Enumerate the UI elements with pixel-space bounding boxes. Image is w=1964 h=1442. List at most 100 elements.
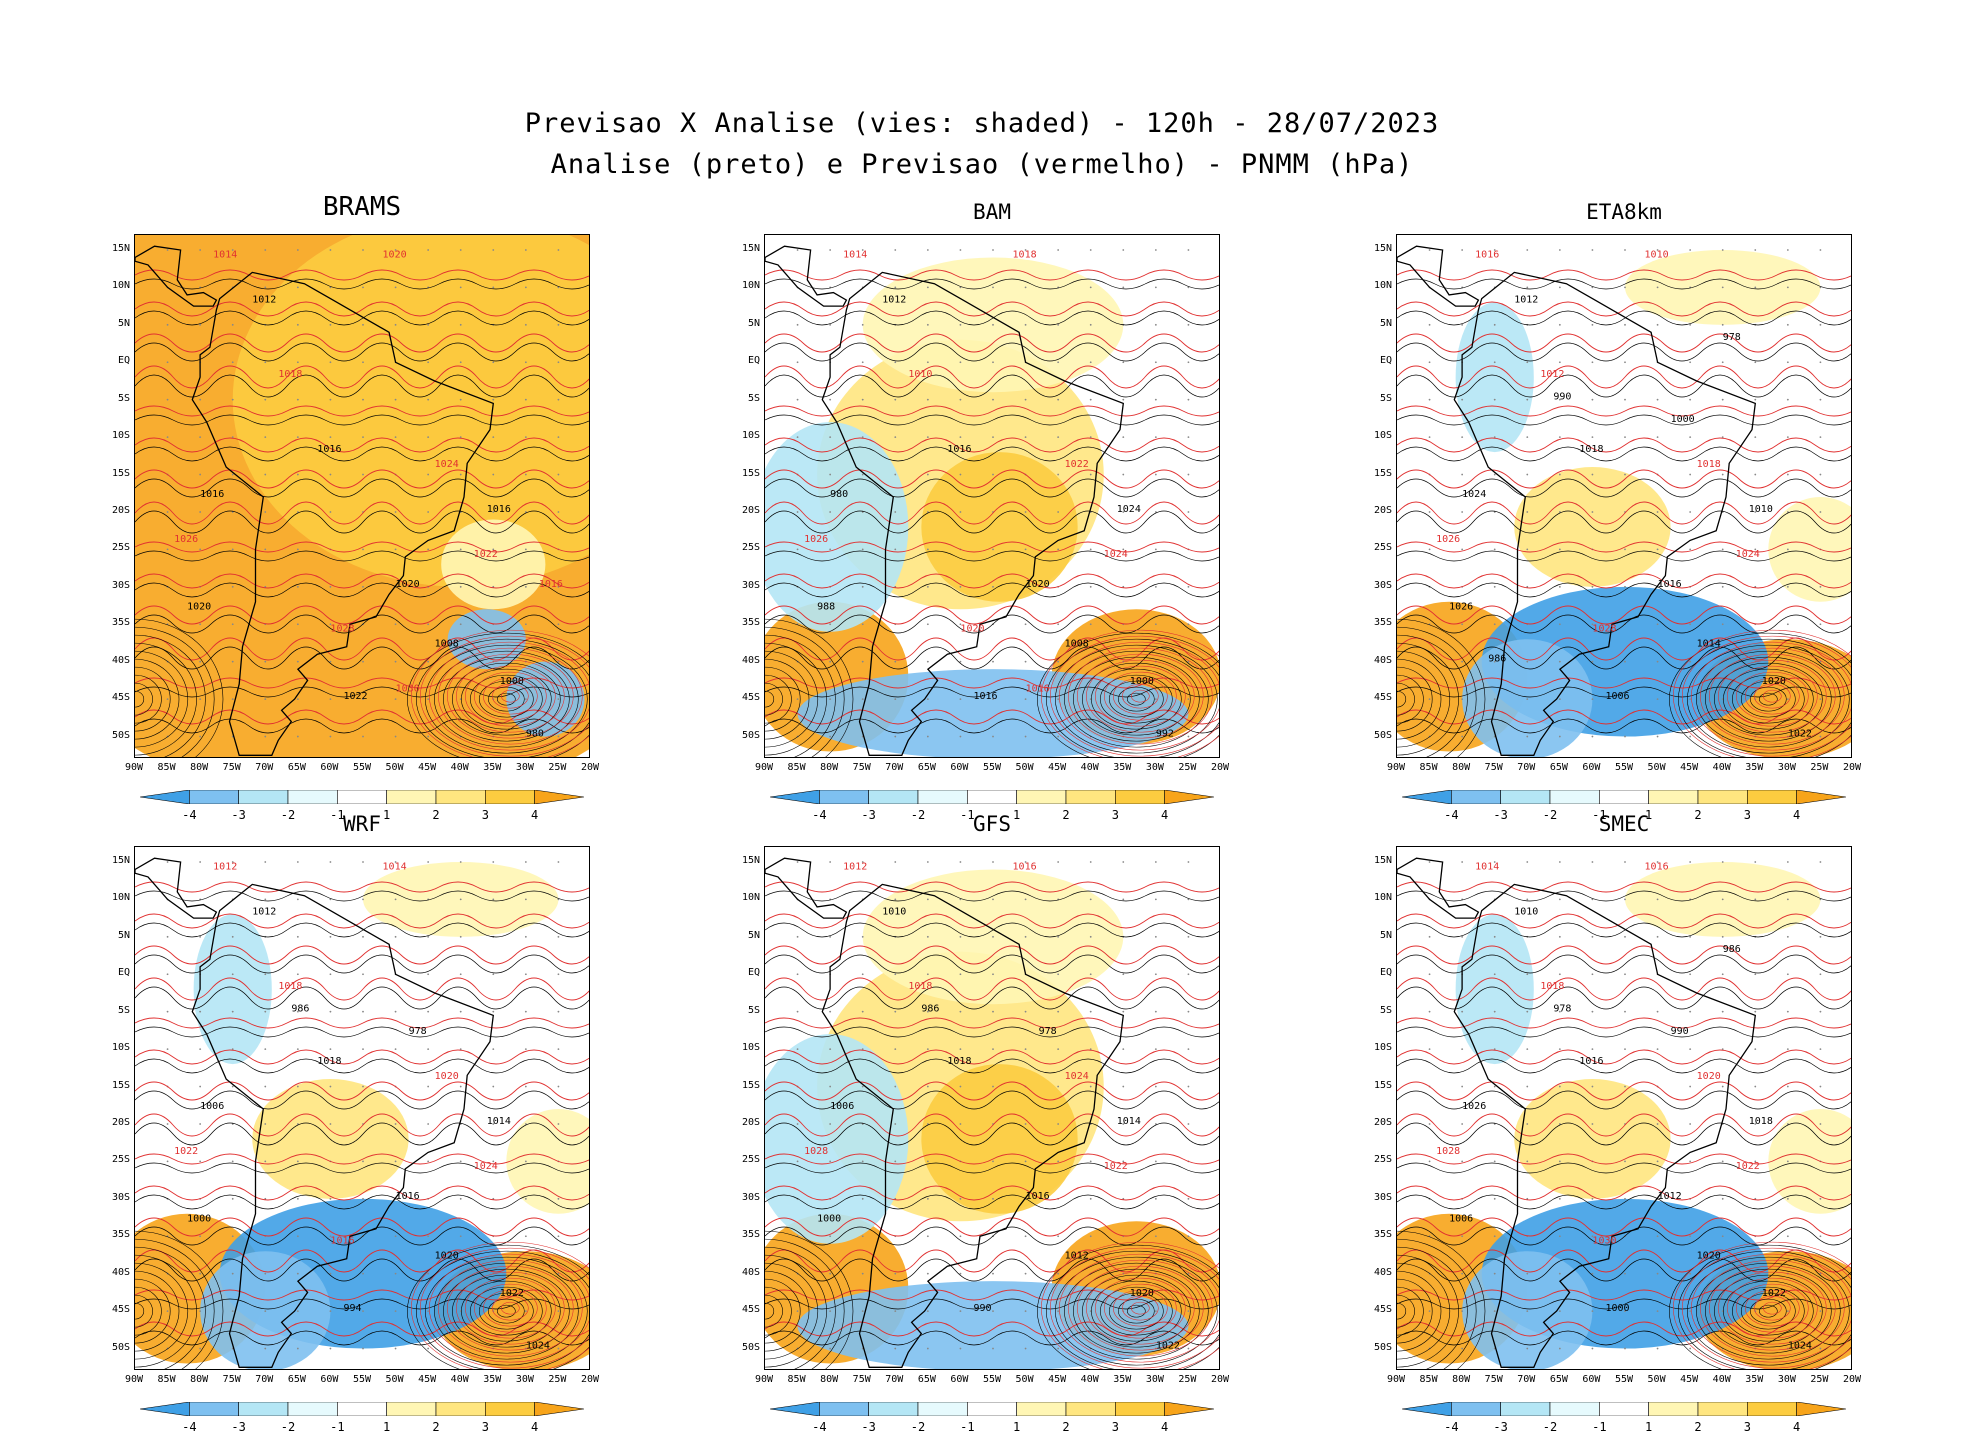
colorbar-label: 4 (531, 1420, 539, 1434)
colorbar-label: -3 (1493, 1420, 1508, 1434)
map-svg: 1012 1018 1016 1014 1020 1022 1024 1006 1000 994 9… (135, 857, 589, 1369)
colorbar-segment (819, 1402, 869, 1416)
contour-label-analysis: 980 (830, 489, 848, 500)
colorbar-segment (1016, 1402, 1067, 1416)
lat-label: EQ (117, 355, 130, 367)
lat-label: 25S (1373, 542, 1392, 554)
lon-label: 90W (124, 762, 144, 773)
contour-label-analysis: 1022 (1762, 1288, 1786, 1299)
lat-label: 15N (111, 242, 130, 254)
lon-label: 40W (1080, 1374, 1099, 1385)
colorbar-segment (238, 790, 289, 804)
lon-label: 60W (320, 762, 339, 773)
lat-label: 15N (111, 854, 130, 866)
lat-label: 15S (111, 467, 130, 479)
colorbar-segment (1697, 1402, 1748, 1416)
contour-label-analysis: 1024 (1788, 1341, 1812, 1352)
map-svg: 1012 1016 1020 1016 1008 1000 980 1016 1020 1022 1… (135, 235, 589, 757)
contour-label-analysis: 1024 (1117, 504, 1141, 515)
contour-label-analysis: 986 (921, 1004, 939, 1015)
lat-label: 35S (111, 1229, 130, 1241)
lon-label: 60W (1582, 762, 1601, 773)
lat-label: 10N (1373, 892, 1392, 904)
colorbar-segment (1115, 790, 1165, 804)
map-svg: 1012 1016 1020 1024 1008 1000 992 980 988 1016 101… (765, 245, 1219, 757)
lon-label: 20W (580, 1374, 600, 1385)
lat-label: 15N (1373, 854, 1392, 866)
lon-label: 30W (1777, 1374, 1796, 1385)
colorbar-label: 2 (1694, 1420, 1702, 1434)
lon-label: 45W (1048, 1374, 1067, 1385)
lon-label: 60W (950, 1374, 969, 1385)
coastline (765, 245, 1125, 756)
lat-label: 45S (111, 1304, 130, 1316)
lat-label: 40S (111, 654, 130, 666)
contour-label-analysis: 1006 (1449, 1213, 1473, 1224)
lat-label: 40S (741, 1266, 760, 1278)
colorbar-label: 4 (1793, 808, 1801, 822)
colorbar-segment (1451, 1402, 1501, 1416)
colorbar-label: 3 (1743, 808, 1751, 822)
lon-label: 90W (124, 1374, 144, 1385)
panel-brams: BRAMS 1012 1016 1020 1016 1008 1000 980 1016 1020… (0, 192, 599, 830)
lat-label: 10S (1373, 430, 1392, 442)
lat-label: 40S (741, 654, 760, 666)
lon-label: 20W (1210, 762, 1230, 773)
lon-label: 50W (1015, 762, 1034, 773)
colorbar-segment (485, 790, 535, 804)
colorbar-segment (1500, 1402, 1551, 1416)
contour-label-analysis: 1020 (1697, 1251, 1721, 1262)
colorbar-segment (140, 1402, 190, 1416)
lat-label: 35S (111, 617, 130, 629)
contour-label-forecast: 1028 (1436, 1146, 1460, 1157)
contour-label-analysis: 990 (973, 1303, 991, 1314)
lon-label: 40W (1712, 762, 1731, 773)
lat-label: 15N (741, 854, 760, 866)
lon-label: 35W (1745, 762, 1764, 773)
lon-label: 25W (548, 762, 567, 773)
contour-label-forecast: 1010 (1645, 249, 1669, 260)
panel-title: BAM (973, 200, 1011, 224)
contour-label-analysis: 1016 (947, 444, 971, 455)
lat-label: EQ (117, 967, 130, 979)
lon-label: 45W (1680, 1374, 1699, 1385)
contour-label-forecast: 1018 (1013, 249, 1037, 260)
contour-label-analysis: 1014 (1117, 1116, 1141, 1127)
lat-label: 10N (1373, 280, 1392, 292)
lon-label: 80W (820, 1374, 839, 1385)
colorbar-label: 3 (1743, 1420, 1751, 1434)
colorbar-segment (534, 790, 584, 804)
contour-label-analysis: 1010 (882, 906, 906, 917)
lon-label: 70W (255, 1374, 274, 1385)
lat-label: 10S (741, 1042, 760, 1054)
lat-label: 35S (1373, 617, 1392, 629)
lon-label: 45W (1048, 762, 1067, 773)
colorbar-label: 3 (1111, 1420, 1119, 1434)
colorbar-segment (967, 790, 1017, 804)
isobars (765, 269, 1219, 757)
lat-label: 40S (1373, 1266, 1392, 1278)
lat-label: EQ (747, 967, 760, 979)
colorbar-segment (1796, 790, 1846, 804)
lon-label: 65W (917, 1374, 936, 1385)
panel-bam: BAM 1012 1016 1020 1024 1008 1000 992 980 988 1016… (630, 200, 1229, 830)
contour-label-analysis: 992 (1156, 729, 1174, 740)
colorbar-label: -1 (960, 808, 975, 822)
contour-label-analysis: 1012 (1514, 294, 1538, 305)
map-area: 1012 1016 1020 1024 1008 1000 992 980 988 1016 101… (764, 234, 1220, 758)
contour-label-analysis: 1012 (882, 294, 906, 305)
coastline (135, 857, 495, 1368)
contour-label-analysis: 1022 (343, 691, 367, 702)
contour-label-forecast: 1022 (474, 549, 498, 560)
lon-label: 20W (1842, 762, 1862, 773)
map-svg: 1010 1016 1012 1018 1020 1022 1024 1026 1006 1000… (1397, 857, 1851, 1369)
lon-label: 20W (1842, 1374, 1862, 1385)
lat-label: 5N (747, 929, 760, 941)
coastline (135, 245, 495, 756)
colorbar-label: 2 (432, 1420, 440, 1434)
colorbar-label: -3 (1493, 808, 1508, 822)
contour-label-analysis: 1022 (1156, 1341, 1180, 1352)
bias-shading (506, 1109, 589, 1214)
isobars (1397, 881, 1851, 1369)
colorbar-label: 4 (1161, 1420, 1169, 1434)
